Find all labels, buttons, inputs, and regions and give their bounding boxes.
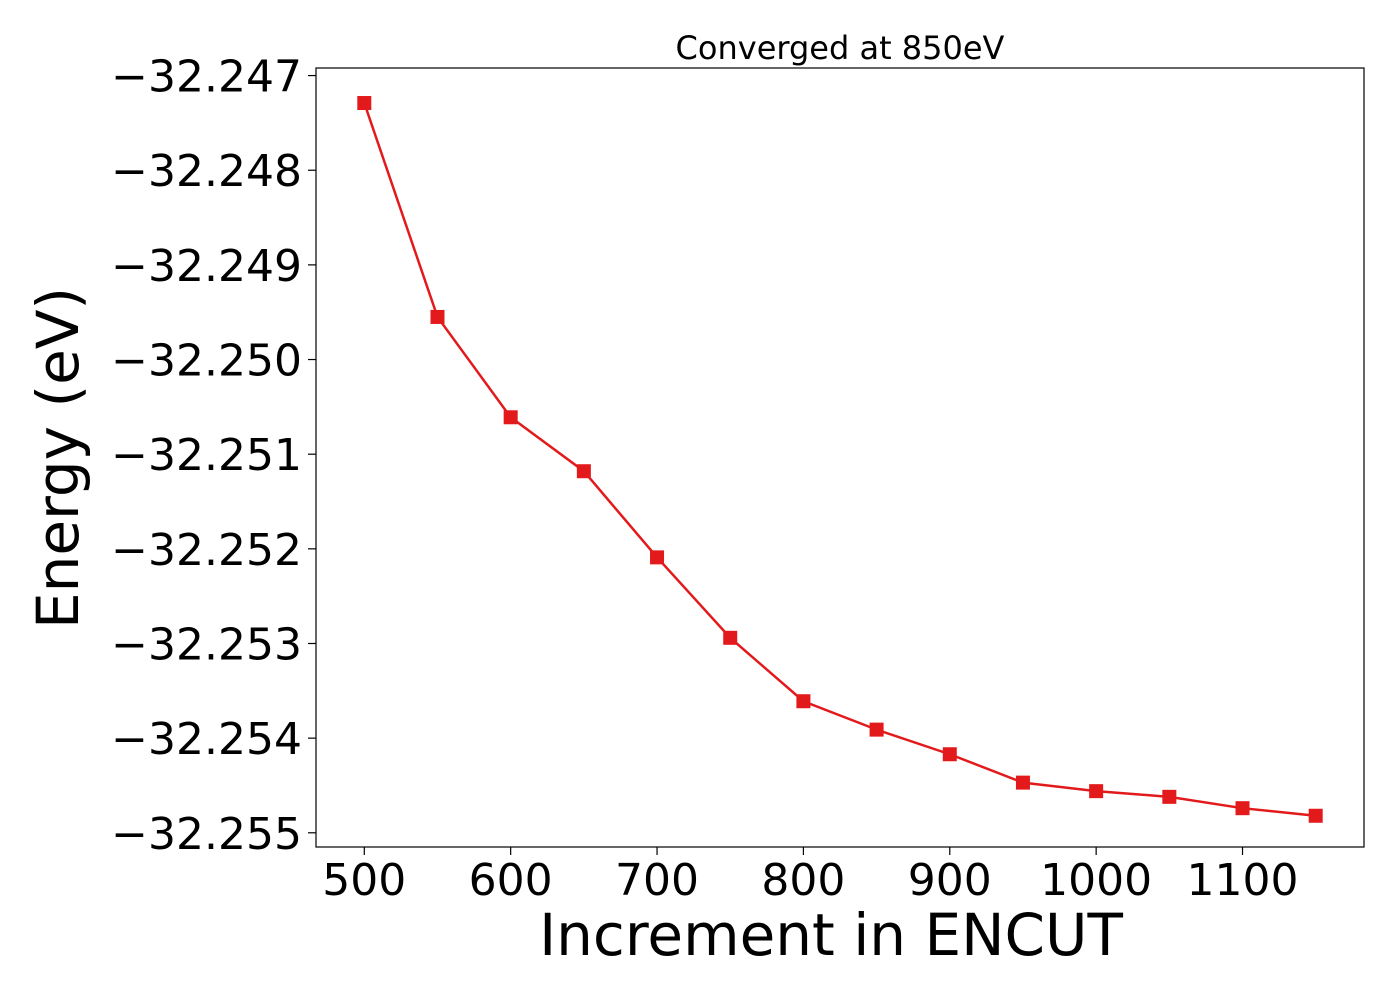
data-point-marker [357,96,372,111]
y-tick-label: −32.249 [111,241,302,292]
x-tick-label: 1000 [1040,855,1152,906]
data-point-marker [869,722,884,737]
y-tick-label: −32.250 [111,336,302,387]
y-tick-label: −32.254 [111,714,302,765]
data-point-marker [942,747,957,762]
plot-area [315,67,1365,848]
x-tick-label: 600 [469,855,553,906]
series-layer [357,96,1323,823]
data-point-marker [1162,789,1177,804]
data-point-marker [1015,775,1030,790]
series-line [363,102,1316,818]
x-axis-label: Increment in ENCUT [539,901,1123,969]
data-point-marker [1308,808,1323,823]
y-tick-label: −32.251 [111,430,302,481]
data-point-marker [1235,801,1250,816]
y-tick-label: −32.252 [111,525,302,576]
x-axis-ticks: 500 600 700 800 900 1000 1100 [322,847,1299,906]
x-tick-label: 1100 [1187,855,1299,906]
y-tick-label: −32.255 [111,809,302,860]
x-tick-label: 500 [322,855,406,906]
data-point-marker [650,550,665,565]
data-point-marker [503,410,518,425]
x-tick-label: 700 [615,855,699,906]
data-point-marker [1089,784,1104,799]
y-tick-label: −32.247 [111,52,302,103]
y-axis-ticks: −32.255 −32.254 −32.253 −32.252 −32.251 −32.2… [111,52,316,860]
x-tick-label: 900 [908,855,992,906]
data-point-marker [796,694,811,709]
y-axis-label: Energy (eV) [24,287,92,629]
y-tick-label: −32.253 [111,619,302,670]
data-point-marker [723,630,738,645]
y-tick-label: −32.248 [111,146,302,197]
data-point-marker [430,309,445,324]
x-tick-label: 800 [761,855,845,906]
data-point-marker [576,464,591,479]
chart-title: Converged at 850eV [676,29,1005,67]
